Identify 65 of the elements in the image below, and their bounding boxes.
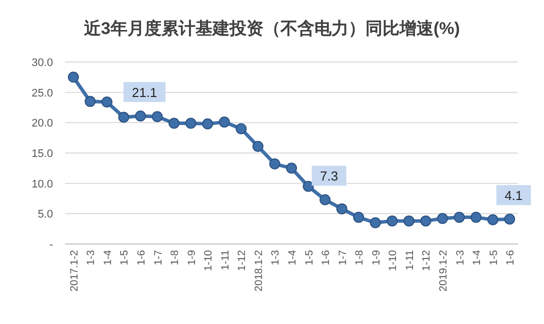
point — [236, 123, 247, 134]
x-tick-label: 1-12 — [236, 250, 248, 272]
x-tick-label: 1-5 — [303, 250, 316, 266]
point — [101, 96, 112, 108]
y-tick-label: 30.0 — [32, 57, 53, 69]
x-tick-label: 1-9 — [370, 250, 382, 266]
x-tick-label: 2019.1-2 — [438, 250, 450, 292]
chart-title: 近3年月度累计基建投资（不含电力）同比增速(%) — [83, 19, 460, 38]
x-tick-label: 1-6 — [504, 250, 517, 266]
x-tick-label: 1-8 — [354, 250, 366, 266]
y-tick-label: 15.0 — [32, 148, 53, 160]
x-tick-label: 1-3 — [454, 250, 466, 266]
point — [504, 214, 516, 225]
point — [152, 111, 163, 122]
x-tick-label: 1-6 — [136, 250, 148, 266]
point — [118, 112, 130, 123]
point — [302, 180, 314, 192]
x-tick-label: 1-4 — [102, 250, 114, 266]
x-tick-label: 1-5 — [488, 250, 500, 266]
point — [454, 212, 465, 223]
data-label: 7.3 — [320, 168, 338, 184]
point — [202, 118, 214, 130]
x-tick-label: 1-8 — [169, 250, 182, 266]
x-tick-label: 1-3 — [85, 250, 98, 266]
x-tick-label: 1-11 — [219, 250, 232, 270]
point — [84, 96, 96, 107]
x-tick-label: 1-7 — [152, 250, 164, 266]
point — [487, 214, 498, 226]
data-label: 4.1 — [504, 188, 523, 204]
x-tick-label: 1-5 — [118, 250, 131, 266]
x-tick-label: 1-12 — [420, 250, 433, 272]
x-tick-label: 1-3 — [270, 250, 282, 266]
point — [68, 72, 79, 83]
point — [218, 116, 230, 128]
y-tick-label: - — [49, 239, 54, 251]
point — [135, 110, 146, 122]
data-label: 21.1 — [132, 84, 158, 100]
y-tick-label: 5.0 — [38, 208, 53, 221]
x-tick-label: 2017.1-2 — [68, 250, 80, 292]
point — [386, 215, 398, 226]
y-tick-label: 10.0 — [32, 178, 53, 190]
point — [403, 215, 414, 226]
y-tick-label: 25.0 — [32, 87, 53, 100]
point — [353, 212, 364, 223]
x-tick-label: 1-4 — [471, 250, 484, 266]
x-tick-label: 1-7 — [336, 250, 349, 266]
point — [168, 118, 180, 129]
point — [320, 194, 331, 206]
point — [437, 213, 448, 224]
x-tick-label: 1-6 — [320, 250, 332, 266]
point — [420, 215, 432, 226]
y-tick-label: 20.0 — [32, 118, 53, 130]
point — [470, 212, 482, 223]
x-tick-label: 1-10 — [202, 250, 215, 272]
x-tick-label: 2018.1-2 — [252, 250, 265, 292]
point — [336, 203, 348, 214]
x-tick-label: 1-11 — [404, 250, 416, 270]
x-tick-label: 1-10 — [387, 250, 400, 272]
point — [286, 162, 297, 174]
point — [252, 140, 264, 152]
point — [185, 118, 196, 129]
x-tick-label: 1-4 — [286, 250, 298, 266]
point — [269, 158, 280, 170]
x-tick-label: 1-9 — [186, 250, 198, 266]
point — [370, 217, 381, 228]
